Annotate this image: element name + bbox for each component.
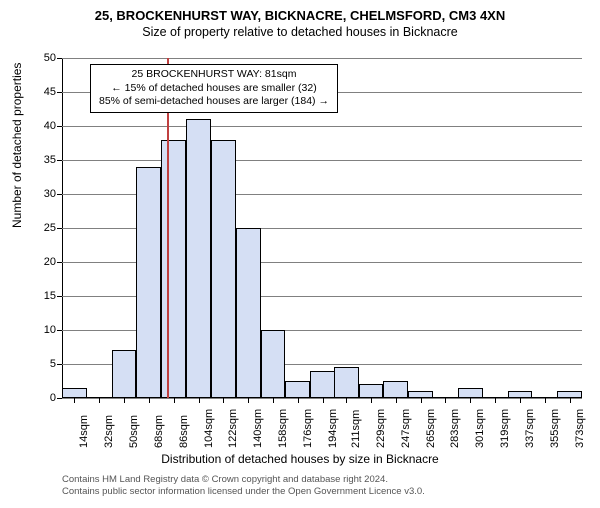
xtick-label: 319sqm [499, 409, 511, 448]
xtick-mark [346, 398, 347, 403]
xtick-mark [298, 398, 299, 403]
annotation-line2: ← 15% of detached houses are smaller (32… [99, 82, 329, 96]
xtick-label: 355sqm [549, 409, 561, 448]
xtick-label: 247sqm [400, 409, 412, 448]
xtick-label: 194sqm [327, 409, 339, 448]
histogram-bar [383, 381, 408, 398]
y-axis-label: Number of detached properties [10, 63, 24, 228]
annotation-line3: 85% of semi-detached houses are larger (… [99, 95, 329, 109]
histogram-bar [261, 330, 286, 398]
ytick-label: 25 [26, 222, 56, 234]
grid-line [62, 126, 582, 127]
xtick-mark [520, 398, 521, 403]
xtick-label: 229sqm [375, 409, 387, 448]
ytick-mark [57, 296, 62, 297]
xtick-label: 140sqm [252, 409, 264, 448]
xtick-mark [445, 398, 446, 403]
ytick-mark [57, 194, 62, 195]
histogram-bar [408, 391, 433, 398]
xtick-mark [421, 398, 422, 403]
xtick-label: 122sqm [227, 409, 239, 448]
ytick-mark [57, 330, 62, 331]
xtick-mark [495, 398, 496, 403]
histogram-bar [334, 367, 359, 398]
histogram-bar [359, 384, 384, 398]
xtick-mark [99, 398, 100, 403]
xtick-mark [174, 398, 175, 403]
xtick-label: 86sqm [178, 415, 190, 448]
xtick-label: 104sqm [203, 409, 215, 448]
ytick-label: 35 [26, 154, 56, 166]
histogram-bar [186, 119, 211, 398]
xtick-mark [149, 398, 150, 403]
histogram-bar [310, 371, 335, 398]
histogram-bar [211, 140, 236, 398]
histogram-bar [161, 140, 186, 398]
xtick-mark [223, 398, 224, 403]
xtick-mark [199, 398, 200, 403]
ytick-label: 5 [26, 358, 56, 370]
xtick-label: 50sqm [128, 415, 140, 448]
ytick-label: 0 [26, 392, 56, 404]
xtick-label: 337sqm [524, 409, 536, 448]
annotation-line1: 25 BROCKENHURST WAY: 81sqm [99, 68, 329, 82]
histogram-bar [557, 391, 582, 398]
histogram-bar [236, 228, 261, 398]
histogram-bar [112, 350, 137, 398]
xtick-label: 14sqm [78, 415, 90, 448]
histogram-bar [136, 167, 161, 398]
histogram-bar [458, 388, 483, 398]
ytick-label: 30 [26, 188, 56, 200]
chart-subtitle: Size of property relative to detached ho… [0, 25, 600, 39]
ytick-mark [57, 92, 62, 93]
ytick-label: 40 [26, 120, 56, 132]
ytick-mark [57, 262, 62, 263]
chart-area: 25 BROCKENHURST WAY: 81sqm ← 15% of deta… [62, 58, 582, 398]
ytick-mark [57, 398, 62, 399]
xtick-label: 283sqm [449, 409, 461, 448]
xtick-label: 301sqm [474, 409, 486, 448]
xtick-mark [74, 398, 75, 403]
xtick-label: 211sqm [350, 410, 362, 448]
xtick-mark [545, 398, 546, 403]
ytick-mark [57, 228, 62, 229]
xtick-mark [396, 398, 397, 403]
ytick-mark [57, 364, 62, 365]
footer-line1: Contains HM Land Registry data © Crown c… [62, 474, 425, 486]
grid-line [62, 58, 582, 59]
ytick-label: 20 [26, 256, 56, 268]
xtick-label: 373sqm [574, 409, 586, 448]
ytick-label: 50 [26, 52, 56, 64]
histogram-bar [508, 391, 533, 398]
xtick-label: 158sqm [277, 409, 289, 448]
ytick-mark [57, 126, 62, 127]
footer-text: Contains HM Land Registry data © Crown c… [62, 474, 425, 499]
annotation-box: 25 BROCKENHURST WAY: 81sqm ← 15% of deta… [90, 64, 338, 113]
xtick-mark [273, 398, 274, 403]
x-axis-label: Distribution of detached houses by size … [0, 452, 600, 466]
xtick-label: 68sqm [153, 415, 165, 448]
ytick-mark [57, 58, 62, 59]
ytick-label: 10 [26, 324, 56, 336]
histogram-bar [285, 381, 310, 398]
xtick-mark [323, 398, 324, 403]
xtick-mark [124, 398, 125, 403]
xtick-mark [248, 398, 249, 403]
histogram-bar [62, 388, 87, 398]
footer-line2: Contains public sector information licen… [62, 486, 425, 498]
ytick-label: 45 [26, 86, 56, 98]
ytick-label: 15 [26, 290, 56, 302]
ytick-mark [57, 160, 62, 161]
grid-line [62, 160, 582, 161]
xtick-mark [570, 398, 571, 403]
xtick-mark [470, 398, 471, 403]
xtick-label: 265sqm [425, 409, 437, 448]
xtick-label: 32sqm [103, 415, 115, 448]
xtick-mark [371, 398, 372, 403]
xtick-label: 176sqm [302, 409, 314, 448]
chart-title: 25, BROCKENHURST WAY, BICKNACRE, CHELMSF… [0, 8, 600, 23]
